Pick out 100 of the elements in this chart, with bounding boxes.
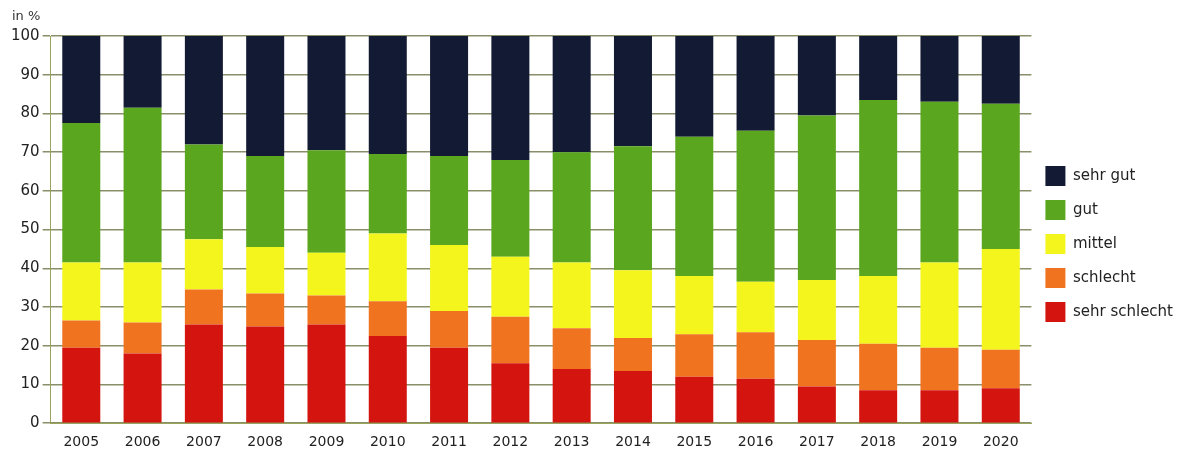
bar <box>368 154 407 234</box>
bar <box>184 324 223 423</box>
bar <box>920 101 959 263</box>
bar <box>430 347 469 423</box>
bar <box>307 252 346 296</box>
y-tick-label: 80 <box>20 103 40 122</box>
y-tick-label: 10 <box>20 374 40 393</box>
bar <box>981 349 1020 389</box>
bar <box>430 36 469 157</box>
bar <box>368 336 407 423</box>
bar <box>797 386 836 423</box>
bar <box>859 276 898 344</box>
x-tick-label: 2018 <box>860 433 896 450</box>
bar <box>491 36 530 160</box>
bar <box>736 332 775 379</box>
legend-label: sehr gut <box>1072 165 1136 184</box>
bar <box>430 245 469 311</box>
bar <box>736 378 775 423</box>
bar <box>920 262 959 348</box>
bar <box>981 248 1020 350</box>
y-tick-label: 30 <box>20 296 40 315</box>
x-tick-label: 2005 <box>63 433 100 450</box>
bar <box>491 159 530 257</box>
legend-label: sehr schlecht <box>1072 301 1174 320</box>
bar <box>736 130 775 282</box>
bar <box>62 347 101 423</box>
bar <box>675 36 714 137</box>
bar <box>430 310 469 348</box>
bar <box>613 270 652 339</box>
legend-label: mittel <box>1072 233 1117 252</box>
bar <box>62 262 101 321</box>
y-tick-label: 40 <box>20 258 40 277</box>
x-tick-label: 2020 <box>982 433 1019 450</box>
x-tick-label: 2019 <box>921 433 958 450</box>
y-tick-label: 90 <box>20 64 40 83</box>
bar <box>675 334 714 377</box>
bar <box>491 363 530 423</box>
bar <box>981 36 1020 104</box>
bar <box>184 239 223 290</box>
y-axis-title: in % <box>12 8 42 24</box>
bar <box>613 370 652 423</box>
y-tick-label: 70 <box>20 142 40 161</box>
y-tick-label: 0 <box>30 413 40 432</box>
bar <box>123 36 162 108</box>
bar <box>859 99 898 277</box>
bar <box>430 156 469 246</box>
bar <box>307 150 346 253</box>
x-tick-label: 2012 <box>492 433 529 450</box>
bar <box>920 390 959 423</box>
bar <box>246 36 285 157</box>
bar <box>368 301 407 337</box>
bar <box>675 276 714 335</box>
bar <box>62 320 101 348</box>
bar <box>859 343 898 391</box>
bar <box>797 279 836 340</box>
bar <box>62 36 101 124</box>
bar <box>368 233 407 302</box>
y-tick-label: 60 <box>20 180 40 199</box>
bar <box>981 103 1020 249</box>
x-tick-label: 2009 <box>308 433 345 450</box>
bar <box>552 36 591 153</box>
bar <box>675 136 714 277</box>
bar <box>736 281 775 333</box>
x-tick-label: 2008 <box>247 433 283 450</box>
bar <box>920 36 959 102</box>
bar <box>613 146 652 271</box>
x-tick-label: 2015 <box>676 433 713 450</box>
x-tick-label: 2010 <box>369 433 406 450</box>
bar <box>62 123 101 263</box>
bar <box>920 347 959 391</box>
x-tick-label: 2013 <box>553 433 590 450</box>
bar <box>307 295 346 325</box>
bar <box>613 338 652 371</box>
bar <box>552 152 591 263</box>
y-tick-label: 50 <box>20 219 40 238</box>
bar <box>123 107 162 263</box>
bar <box>246 156 285 248</box>
bar <box>246 247 285 294</box>
x-tick-label: 2006 <box>124 433 161 450</box>
y-tick-label: 20 <box>20 335 40 354</box>
x-tick-label: 2016 <box>737 433 774 450</box>
bar <box>797 339 836 387</box>
bar <box>613 36 652 147</box>
bar <box>184 36 223 145</box>
bar <box>859 36 898 100</box>
bar <box>246 326 285 423</box>
bar <box>307 324 346 423</box>
bar <box>552 262 591 329</box>
bar <box>184 144 223 240</box>
legend-label: gut <box>1072 199 1098 218</box>
bar <box>246 293 285 327</box>
bar <box>491 256 530 317</box>
x-tick-label: 2007 <box>186 433 222 450</box>
bar <box>797 36 836 116</box>
bar <box>123 353 162 423</box>
bar <box>123 322 162 354</box>
bar <box>797 115 836 280</box>
bar <box>368 36 407 155</box>
bar <box>491 316 530 364</box>
bar <box>307 36 346 151</box>
